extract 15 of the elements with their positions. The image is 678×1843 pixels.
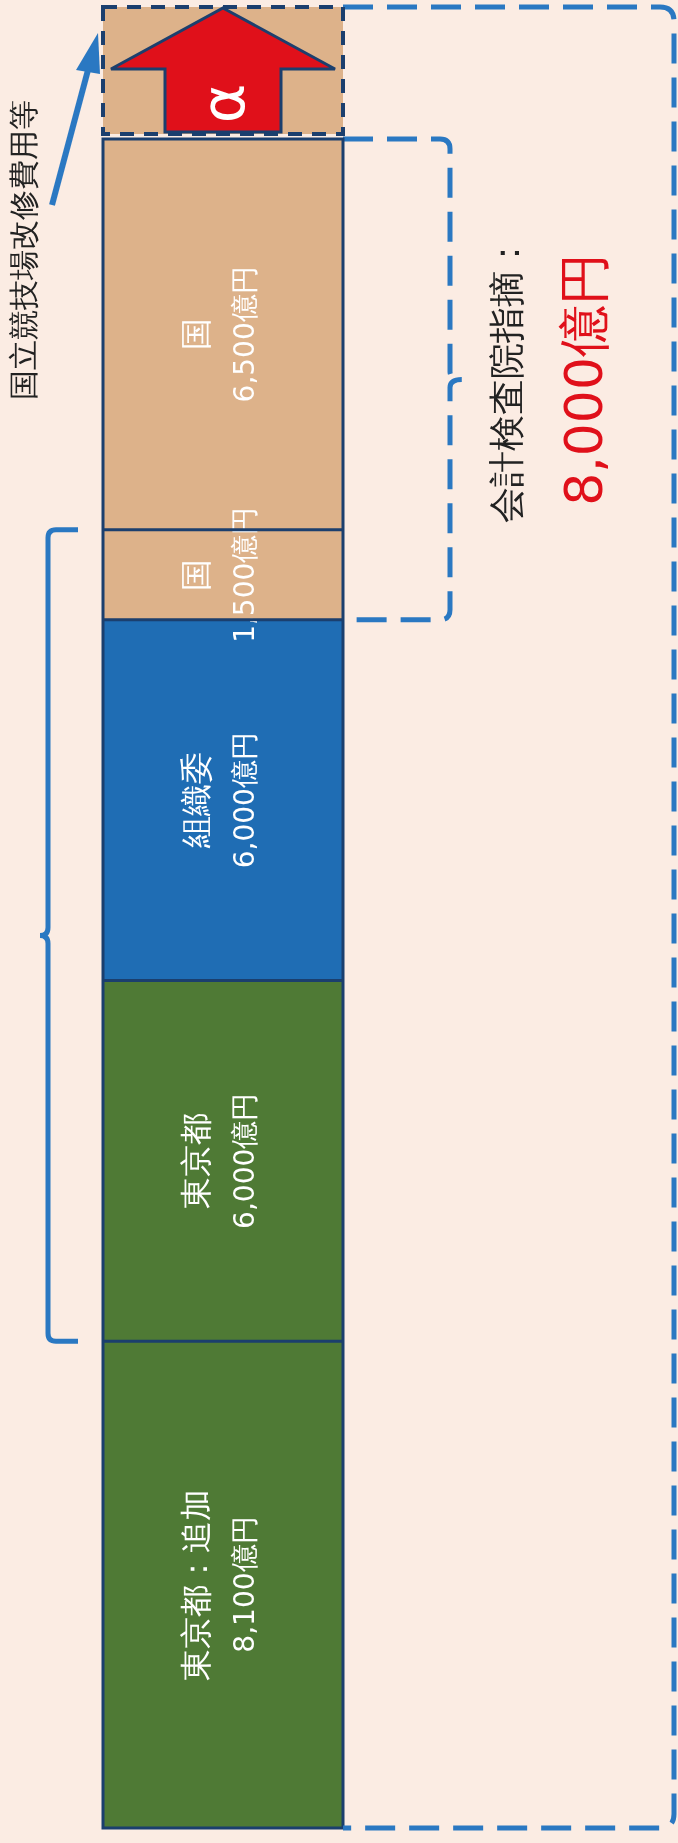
text: 国立競技場改修費用等 xyxy=(5,100,41,400)
text: 8,000億円 xyxy=(553,252,614,506)
text: α xyxy=(188,83,258,124)
text: 会計検査院指摘： xyxy=(486,235,528,524)
data-label: 6,000億円 xyxy=(228,1092,262,1229)
bar xyxy=(103,1340,343,1828)
series-label: 東京都：追加 xyxy=(177,1488,216,1681)
bar xyxy=(103,980,343,1342)
data-label: 8,100億円 xyxy=(228,1516,262,1653)
series-label: 国 xyxy=(177,318,216,351)
series-label: 組織委 xyxy=(177,752,216,850)
data-label: 6,500億円 xyxy=(228,266,262,403)
data-label: 6,000億円 xyxy=(228,732,262,869)
series-label: 東京都 xyxy=(177,1112,216,1209)
series-label: 国 xyxy=(177,558,216,591)
